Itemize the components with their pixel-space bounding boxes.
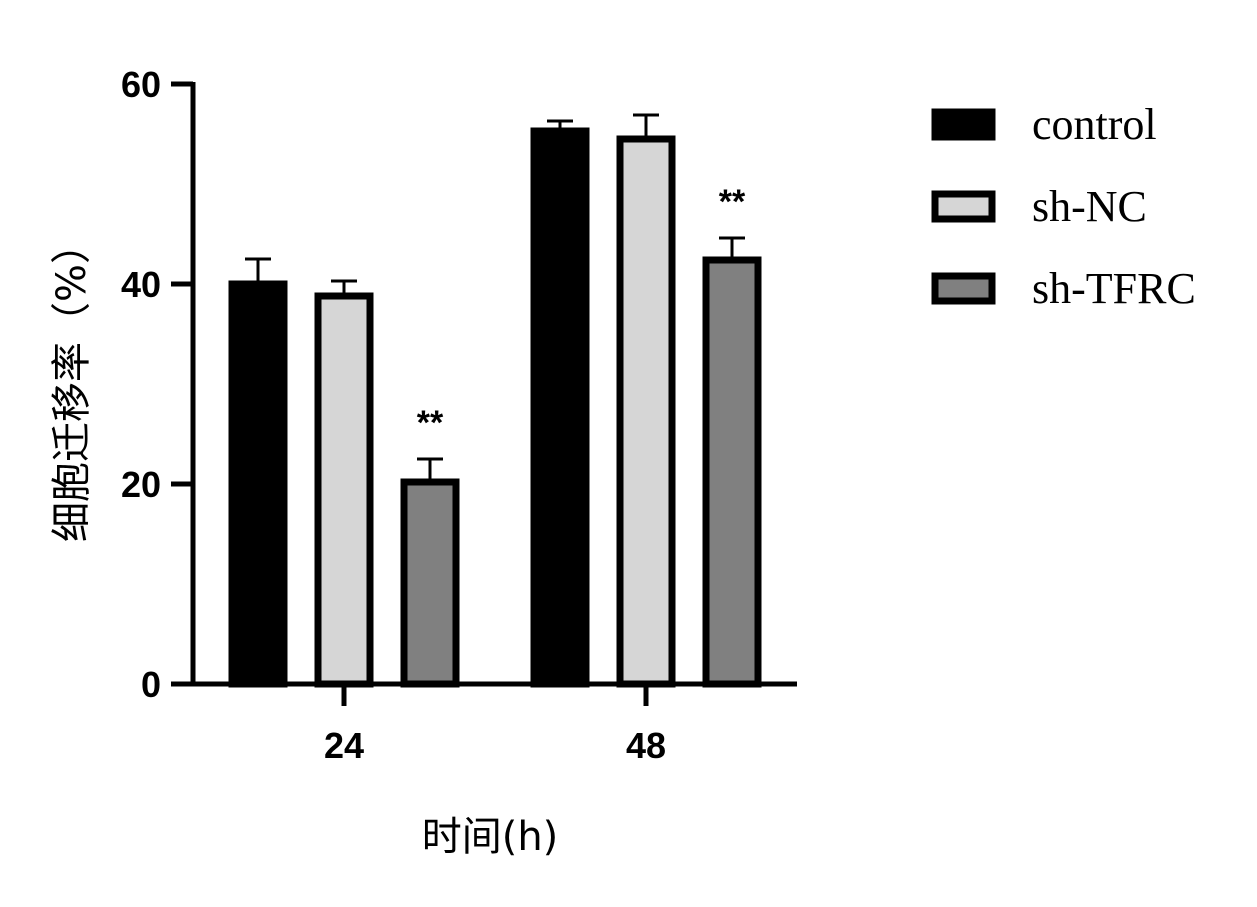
bar	[314, 292, 374, 688]
y-axis-title: 细胞迁移率（%）	[49, 224, 95, 542]
bar	[400, 478, 460, 688]
legend-label: control	[1032, 100, 1157, 149]
x-axis-title: 时间(h)	[422, 814, 559, 860]
y-tick-label: 0	[141, 664, 161, 705]
bar	[228, 280, 288, 688]
bar	[616, 135, 676, 688]
x-tick-label: 48	[626, 725, 666, 766]
axes-layer: 24 48 0 20 40 60	[121, 64, 797, 766]
legend: control sh-NC sh-TFRC	[931, 100, 1196, 313]
y-tick-label: 40	[121, 264, 161, 305]
legend-swatch	[931, 108, 996, 141]
x-tick-label: 24	[324, 725, 364, 766]
bar	[702, 256, 762, 688]
y-tick-label: 60	[121, 64, 161, 105]
legend-swatch	[931, 272, 996, 305]
bar	[530, 127, 590, 688]
significance-label: **	[719, 183, 746, 221]
legend-label: sh-TFRC	[1032, 264, 1196, 313]
legend-swatch	[931, 190, 996, 223]
legend-label: sh-NC	[1032, 182, 1147, 231]
significance-label: **	[417, 404, 444, 442]
y-tick-label: 20	[121, 464, 161, 505]
bars-layer: ** **	[228, 113, 762, 688]
